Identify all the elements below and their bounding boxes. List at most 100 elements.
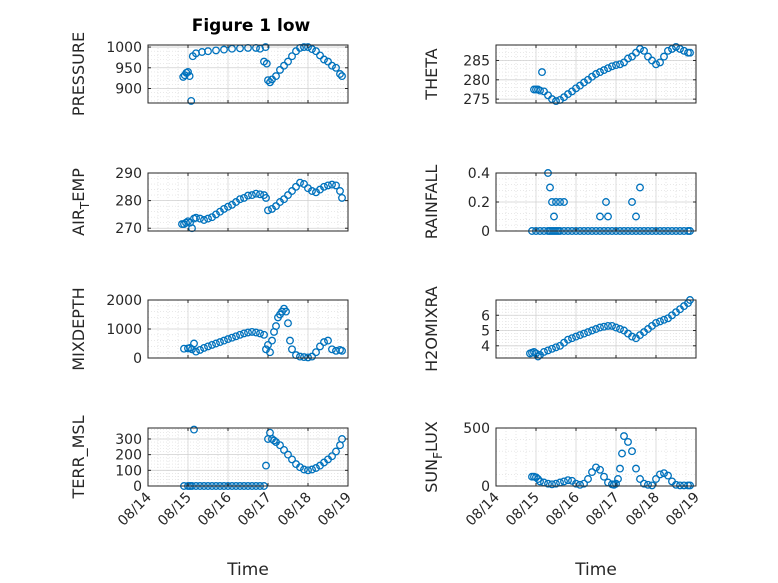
data-point xyxy=(580,479,588,488)
data-point xyxy=(676,481,684,490)
y-tick-label: 270 xyxy=(115,221,142,237)
data-point xyxy=(552,479,560,488)
y-tick-label: 0.2 xyxy=(468,195,490,211)
data-point xyxy=(572,332,580,341)
data-point xyxy=(282,307,290,316)
data-point xyxy=(228,333,236,342)
subplot-mixdepth: 0 1000 2000 MIXDEPTH xyxy=(69,287,349,371)
data-point xyxy=(616,60,624,69)
figure-title: Figure 1 low xyxy=(192,16,311,36)
data-point xyxy=(262,193,270,202)
data-point xyxy=(244,328,252,337)
data-point xyxy=(576,480,584,489)
data-point xyxy=(312,464,320,472)
data-point xyxy=(256,190,264,199)
x-axis-label: Time xyxy=(574,560,617,580)
data-point xyxy=(272,322,280,331)
data-point xyxy=(660,315,668,324)
data-point xyxy=(584,328,592,337)
data-point xyxy=(328,180,336,189)
data-point xyxy=(280,445,288,454)
data-point xyxy=(668,44,676,53)
data-point xyxy=(304,466,312,475)
data-point xyxy=(192,213,200,222)
y-tick-label: 2000 xyxy=(106,293,142,309)
data-point xyxy=(660,52,668,61)
data-point xyxy=(640,479,648,488)
y-axis-label: TERR_MSL xyxy=(69,415,89,499)
data-point xyxy=(628,198,636,206)
y-tick-label: 290 xyxy=(115,166,142,182)
y-tick-label: 0 xyxy=(481,224,490,240)
data-point xyxy=(308,45,316,54)
data-point xyxy=(204,342,212,351)
data-point xyxy=(604,212,612,221)
data-point xyxy=(604,64,612,73)
data-point xyxy=(288,455,296,464)
data-point xyxy=(328,345,336,354)
data-point xyxy=(220,336,228,345)
data-point xyxy=(596,323,604,332)
data-point xyxy=(300,180,308,188)
data-point xyxy=(628,52,636,61)
data-point xyxy=(612,479,620,488)
data-point xyxy=(212,46,220,55)
data-point xyxy=(530,347,538,356)
y-axis-label: MIXDEPTH xyxy=(69,287,88,370)
data-point xyxy=(540,347,548,356)
data-point xyxy=(628,447,636,456)
y-tick-label: 1000 xyxy=(106,322,142,338)
data-point xyxy=(316,342,324,351)
data-point xyxy=(632,464,640,473)
data-point xyxy=(556,198,564,206)
data-point xyxy=(324,336,332,345)
data-point xyxy=(316,51,324,60)
data-point xyxy=(604,321,612,330)
data-point xyxy=(602,198,610,206)
data-point xyxy=(644,480,652,489)
data-point xyxy=(208,340,216,349)
data-point xyxy=(192,347,200,356)
y-tick-label: 950 xyxy=(115,61,142,77)
data-point xyxy=(652,475,660,483)
data-point xyxy=(656,58,664,67)
y-axis-label: AIRTEMP xyxy=(69,168,92,236)
y-tick-label: 0 xyxy=(133,479,142,495)
data-point xyxy=(548,344,556,353)
y-tick-label: 285 xyxy=(463,53,490,69)
data-point xyxy=(270,436,278,445)
data-point xyxy=(536,86,544,95)
data-point xyxy=(534,352,542,361)
data-point xyxy=(548,95,556,104)
data-point xyxy=(184,67,192,76)
y-tick-label: 280 xyxy=(115,194,142,210)
data-point xyxy=(240,193,248,202)
data-point xyxy=(268,336,276,345)
data-point xyxy=(588,326,596,335)
data-point xyxy=(216,338,224,347)
data-point xyxy=(272,202,280,211)
data-point xyxy=(620,58,628,67)
data-point xyxy=(572,479,580,488)
data-point xyxy=(336,187,344,195)
data-point xyxy=(261,43,270,52)
data-point xyxy=(664,46,672,55)
data-point xyxy=(636,183,644,192)
y-axis-label: THETA xyxy=(422,48,441,100)
y-tick-label: 100 xyxy=(115,463,142,479)
x-axis-label: Time xyxy=(226,560,269,580)
data-point xyxy=(592,70,600,78)
data-point xyxy=(248,191,256,200)
y-tick-label: 500 xyxy=(463,421,490,437)
data-point xyxy=(338,193,346,202)
data-point xyxy=(288,345,296,354)
data-point xyxy=(252,328,260,337)
data-point xyxy=(300,353,308,362)
data-point xyxy=(550,212,558,221)
data-point xyxy=(220,45,228,54)
data-point xyxy=(640,46,648,55)
data-point xyxy=(224,335,232,344)
data-point xyxy=(204,214,212,223)
data-point xyxy=(600,322,608,331)
